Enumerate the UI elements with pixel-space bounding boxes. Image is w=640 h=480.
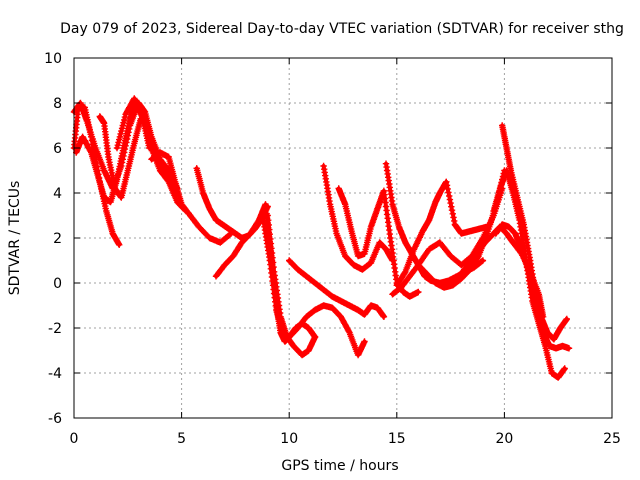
y-tick-label: 0 <box>53 276 62 292</box>
series-arc-6 <box>148 149 235 246</box>
series-line <box>416 168 507 290</box>
x-tick-label: 25 <box>603 431 621 447</box>
grid <box>74 58 612 418</box>
series-line <box>287 258 386 319</box>
series-line <box>115 96 188 213</box>
x-tick-label: 5 <box>177 431 186 447</box>
x-tick-label: 10 <box>280 431 298 447</box>
x-tick-label: 15 <box>388 431 406 447</box>
y-tick-label: -6 <box>48 411 62 427</box>
y-tick-label: -4 <box>48 366 62 382</box>
x-axis-label: GPS time / hours <box>281 458 398 474</box>
series-line <box>394 179 490 288</box>
series-arc-12 <box>320 162 396 273</box>
y-tick-label: 8 <box>53 96 62 112</box>
series-line <box>321 164 395 272</box>
series-arc-17 <box>415 167 508 291</box>
series-layer <box>70 95 573 381</box>
series-line <box>149 150 234 245</box>
series-line <box>265 213 317 357</box>
axes: 0 5 10 15 20 25 -6 -4 -2 0 2 4 6 8 10 <box>44 51 621 447</box>
series-arc-11 <box>286 257 388 320</box>
series-line <box>97 114 180 200</box>
y-tick-label: -2 <box>48 321 62 337</box>
y-tick-label: 6 <box>53 141 62 157</box>
series-arc-15 <box>393 178 491 289</box>
y-tick-label: 4 <box>53 186 62 202</box>
series-line <box>390 186 505 297</box>
series-line <box>493 222 569 342</box>
series-line <box>261 218 367 357</box>
y-tick-label: 10 <box>44 51 62 67</box>
series-arc-7 <box>193 165 271 242</box>
y-tick-label: 2 <box>53 231 62 247</box>
series-arc-21 <box>492 221 570 343</box>
x-tick-label: 20 <box>495 431 513 447</box>
series-line <box>336 186 421 299</box>
series-arc-10 <box>264 212 319 359</box>
chart-title: Day 079 of 2023, Sidereal Day-to-day VTE… <box>60 21 624 37</box>
series-markers <box>393 178 491 289</box>
x-tick-label: 0 <box>70 431 79 447</box>
y-axis-label: SDTVAR / TECUs <box>7 181 23 296</box>
